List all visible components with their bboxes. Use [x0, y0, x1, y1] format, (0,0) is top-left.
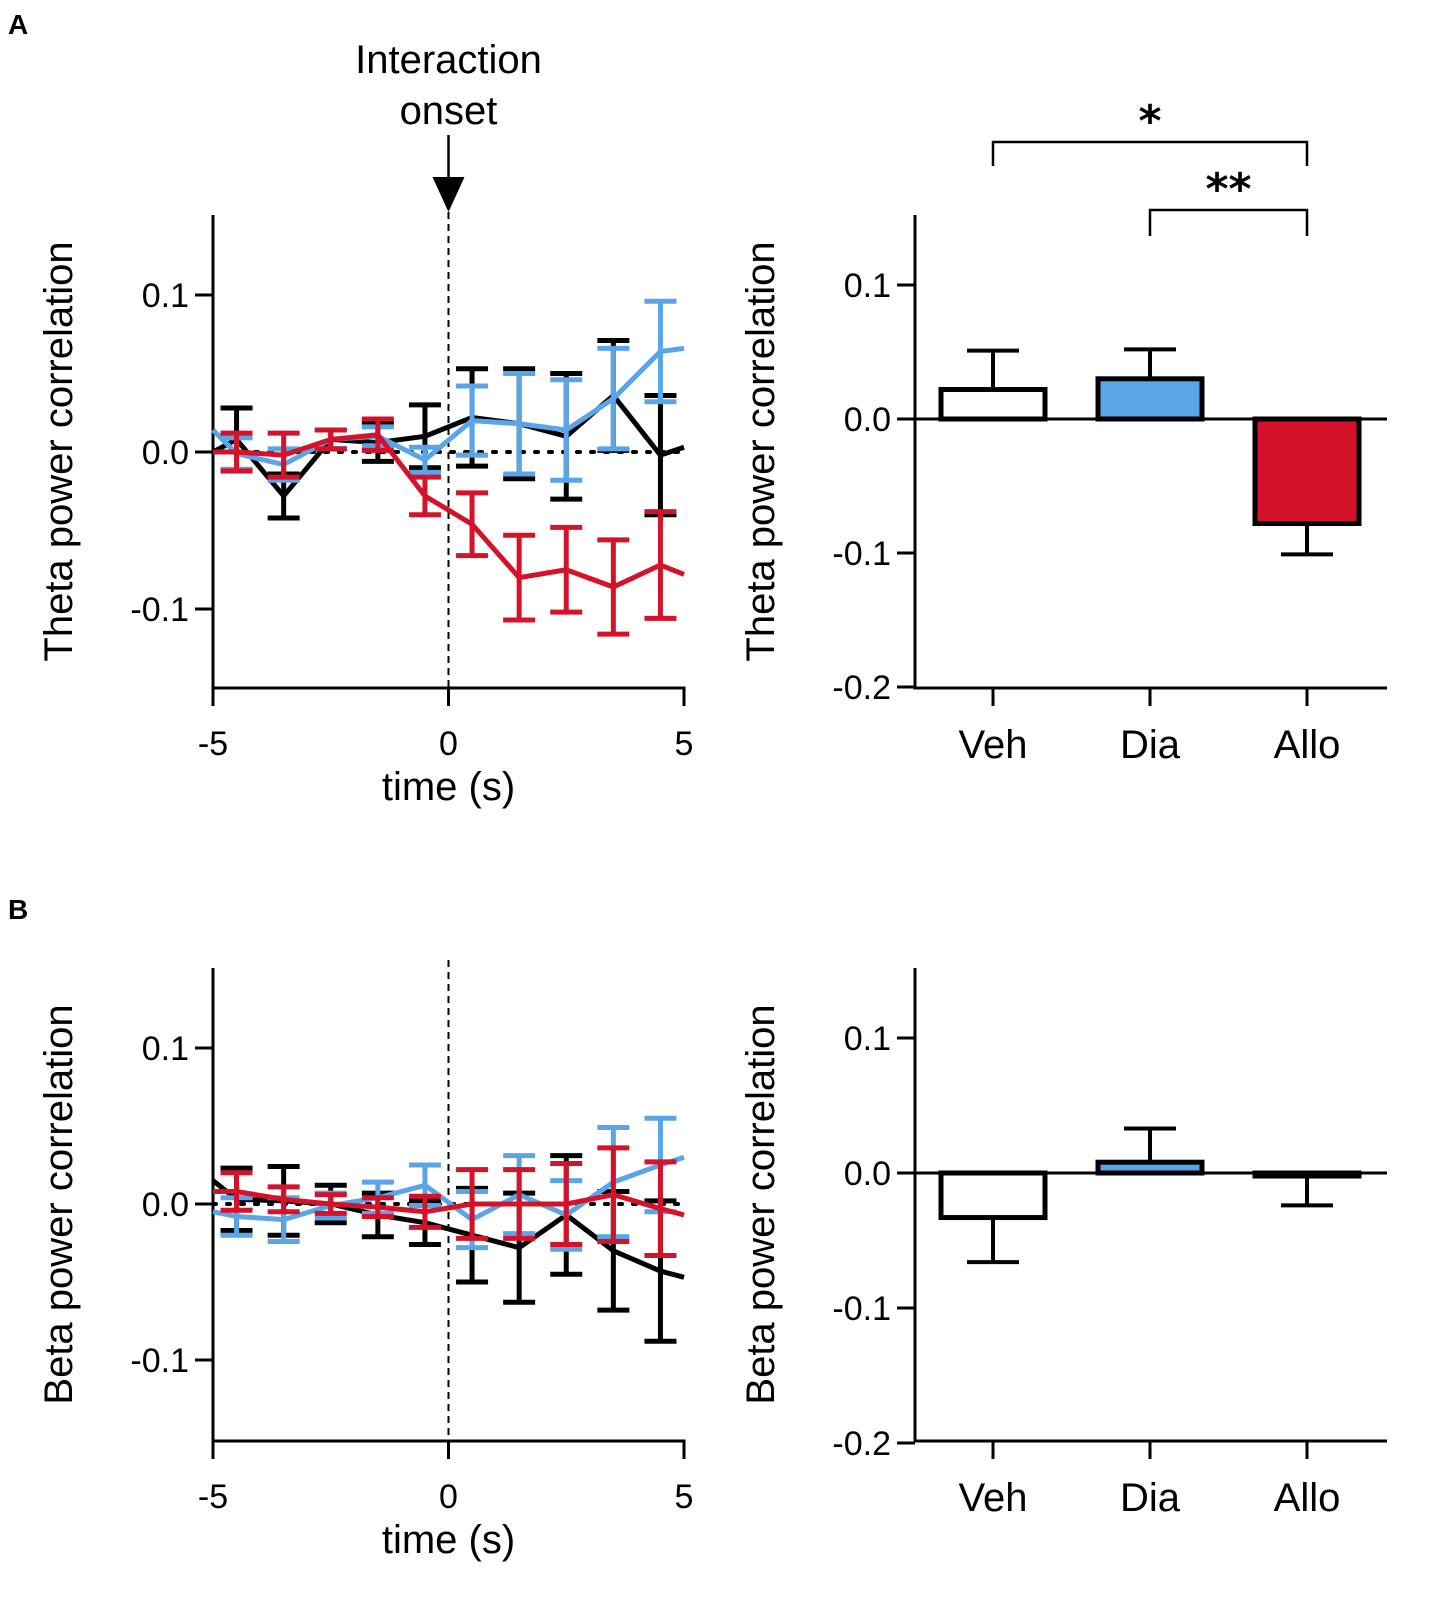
x-tick-label: 5	[675, 1478, 694, 1516]
significance-stars: **	[1205, 164, 1251, 215]
y-tick-label: -0.2	[832, 669, 891, 707]
category-label-dia: Dia	[1120, 1476, 1181, 1520]
theta-time-course-chart: 0.1 0.0 -0.1 -5 0 5 time (s) Theta power correl…	[37, 38, 693, 809]
bar-veh	[938, 1170, 1048, 1221]
x-tick-label: 5	[675, 725, 694, 763]
y-axis-label: Theta power correlation	[37, 241, 81, 661]
bar-veh	[938, 387, 1048, 422]
series-line	[213, 1189, 685, 1218]
y-tick-label: 0.1	[844, 1020, 891, 1058]
y-tick-label: 0.0	[142, 434, 189, 472]
y-tick-label: -0.2	[832, 1425, 891, 1463]
significance-stars: *	[1138, 96, 1161, 147]
y-tick-label: 0.1	[142, 1030, 189, 1068]
y-tick-label: -0.1	[130, 1342, 189, 1380]
onset-label-line1: Interaction	[355, 38, 542, 82]
x-axis-label: time (s)	[382, 1518, 515, 1562]
significance-bracket	[991, 140, 1309, 166]
panel-label-a: A	[8, 9, 28, 40]
category-label-veh: Veh	[959, 1476, 1028, 1520]
bar-dia	[1095, 376, 1205, 422]
series-line	[211, 392, 685, 499]
y-axis-label: Beta power correlation	[37, 1004, 81, 1404]
series-allo	[213, 1145, 685, 1258]
category-label-allo: Allo	[1274, 723, 1341, 767]
category-label-allo: Allo	[1274, 1476, 1341, 1520]
y-tick-label: -0.1	[832, 1290, 891, 1328]
bar-allo	[1252, 1170, 1362, 1179]
onset-label-line2: onset	[400, 89, 498, 133]
bar-allo	[1252, 416, 1362, 527]
y-tick-label: 0.0	[844, 1155, 891, 1193]
series-line	[212, 1154, 685, 1223]
x-tick-label: 0	[439, 1478, 458, 1516]
onset-arrow-head	[432, 177, 465, 212]
category-label-veh: Veh	[959, 723, 1028, 767]
series-line	[211, 345, 685, 468]
series-allo	[213, 416, 685, 637]
y-tick-label: -0.1	[832, 535, 891, 573]
category-label-dia: Dia	[1120, 723, 1181, 767]
y-axis-label: Theta power correlation	[739, 241, 783, 661]
beta-time-course-chart: 0.1 0.0 -0.1 -5 0 5 time (s) Beta power correla…	[37, 960, 693, 1562]
x-tick-label: 0	[439, 725, 458, 763]
panel-label-b: B	[8, 894, 28, 925]
beta-bar-chart: 0.1 0.0 -0.1 -0.2 Beta power correlation Veh D…	[739, 968, 1387, 1520]
x-tick-label: -5	[198, 1478, 228, 1516]
bar-dia	[1095, 1159, 1205, 1176]
y-tick-label: 0.0	[142, 1186, 189, 1224]
x-tick-label: -5	[198, 725, 228, 763]
x-axis-label: time (s)	[382, 765, 515, 809]
series-line	[211, 1178, 685, 1280]
y-tick-label: 0.1	[142, 277, 189, 315]
y-tick-label: 0.0	[844, 401, 891, 439]
y-tick-label: 0.1	[844, 267, 891, 305]
y-tick-label: -0.1	[130, 591, 189, 629]
y-axis-label: Beta power correlation	[739, 1004, 783, 1404]
theta-bar-chart: 0.1 0.0 -0.1 -0.2 Theta power correlation Veh…	[739, 96, 1387, 767]
significance-bracket	[1148, 208, 1309, 236]
series-line	[213, 432, 685, 590]
